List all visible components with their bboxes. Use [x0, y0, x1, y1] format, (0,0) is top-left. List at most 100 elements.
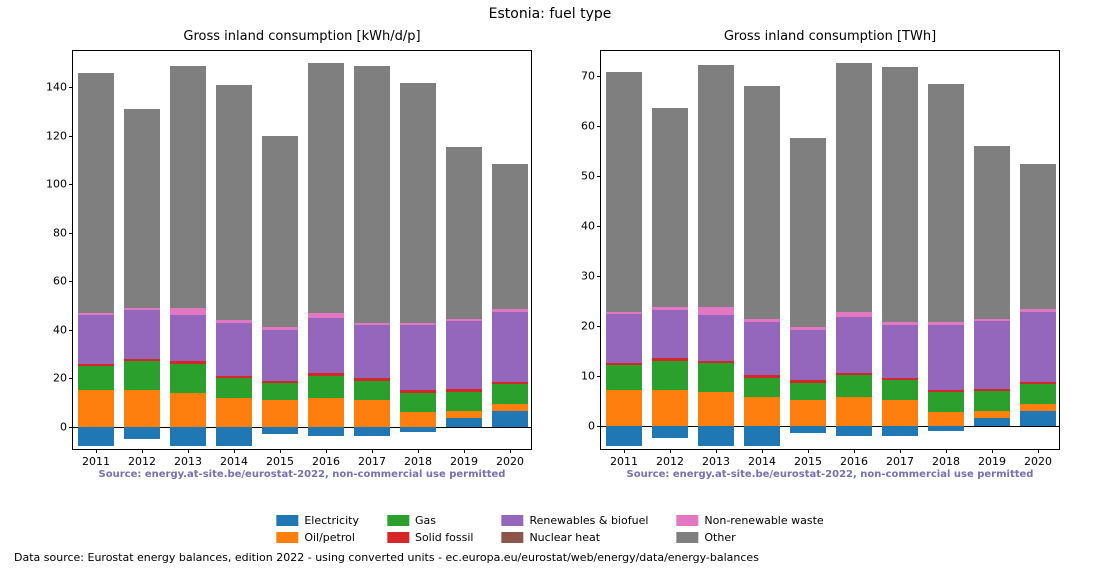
- bar-seg-other: [124, 109, 161, 308]
- bar-seg-renewables_biofuel: [446, 321, 483, 389]
- bar-seg-non_renewable_waste: [446, 319, 483, 321]
- ytick-mark: [69, 233, 73, 234]
- bar-seg-other: [308, 63, 345, 313]
- bar-seg-solid_fossil: [790, 380, 827, 383]
- bar-seg-renewables_biofuel: [216, 323, 253, 376]
- bar-seg-solid_fossil: [216, 376, 253, 378]
- bar-seg-electricity: [262, 427, 299, 434]
- xtick-label: 2012: [656, 455, 684, 468]
- xtick-label: 2016: [840, 455, 868, 468]
- bar-seg-oil_petrol: [790, 400, 827, 427]
- xtick-mark: [900, 449, 901, 453]
- bar-seg-solid_fossil: [262, 381, 299, 383]
- bar-seg-oil_petrol: [882, 400, 919, 427]
- ytick-mark: [597, 226, 601, 227]
- bar-seg-gas: [928, 392, 965, 412]
- legend-label: Other: [704, 531, 735, 544]
- bar-seg-solid_fossil: [882, 378, 919, 381]
- bar-seg-electricity: [882, 426, 919, 436]
- data-source-line: Data source: Eurostat energy balances, e…: [14, 551, 759, 564]
- ytick-mark: [69, 281, 73, 282]
- bar-seg-non_renewable_waste: [492, 309, 529, 311]
- xtick-mark: [142, 449, 143, 453]
- bar-seg-solid_fossil: [400, 390, 437, 392]
- ytick-label: 10: [581, 370, 595, 383]
- legend-swatch: [501, 515, 523, 526]
- bar-seg-solid_fossil: [78, 364, 115, 366]
- bar-seg-solid_fossil: [698, 361, 735, 364]
- xtick-mark: [96, 449, 97, 453]
- bar-seg-gas: [1020, 384, 1057, 404]
- bar-seg-electricity: [836, 426, 873, 436]
- ytick-label: 20: [581, 320, 595, 333]
- ytick-label: 120: [46, 129, 67, 142]
- figure: Estonia: fuel type Gross inland consumpt…: [0, 0, 1100, 572]
- legend-item-nuclear_heat: Nuclear heat: [501, 531, 648, 544]
- bar-seg-other: [170, 66, 207, 308]
- bar-seg-electricity: [216, 427, 253, 446]
- ytick-label: 20: [53, 372, 67, 385]
- plot-area-left: [73, 51, 531, 449]
- bar-seg-gas: [698, 363, 735, 392]
- credit-right: Source: energy.at-site.be/eurostat-2022,…: [601, 469, 1059, 480]
- bar-seg-renewables_biofuel: [974, 321, 1011, 389]
- bar-seg-solid_fossil: [492, 382, 529, 384]
- bar-seg-renewables_biofuel: [308, 318, 345, 374]
- bar-seg-renewables_biofuel: [606, 314, 643, 363]
- bar-seg-other: [354, 66, 391, 323]
- bar-seg-non_renewable_waste: [836, 312, 873, 317]
- bar-seg-solid_fossil: [446, 389, 483, 391]
- legend-label: Electricity: [304, 514, 359, 527]
- bar-seg-renewables_biofuel: [928, 325, 965, 390]
- bar-seg-oil_petrol: [652, 390, 689, 427]
- bar-seg-non_renewable_waste: [1020, 309, 1057, 312]
- ytick-label: 100: [46, 178, 67, 191]
- legend-item-other: Other: [676, 531, 823, 544]
- xtick-label: 2011: [82, 455, 110, 468]
- bar-seg-non_renewable_waste: [974, 319, 1011, 322]
- xtick-label: 2015: [266, 455, 294, 468]
- ytick-label: 80: [53, 226, 67, 239]
- axes-right: Gross inland consumption [TWh] Source: e…: [600, 50, 1060, 450]
- bar-seg-other: [698, 65, 735, 308]
- ytick-mark: [597, 276, 601, 277]
- bar-seg-electricity: [698, 426, 735, 446]
- bar-seg-gas: [492, 384, 529, 403]
- ytick-label: 60: [53, 275, 67, 288]
- xtick-label: 2018: [404, 455, 432, 468]
- bar-seg-other: [652, 108, 689, 307]
- ytick-mark: [597, 426, 601, 427]
- bar-seg-non_renewable_waste: [790, 327, 827, 330]
- bar-seg-non_renewable_waste: [216, 320, 253, 322]
- bar-seg-renewables_biofuel: [78, 315, 115, 363]
- bar-seg-solid_fossil: [744, 375, 781, 378]
- bar-seg-oil_petrol: [836, 397, 873, 426]
- bar-seg-oil_petrol: [698, 392, 735, 426]
- bar-seg-oil_petrol: [928, 412, 965, 427]
- ytick-mark: [69, 184, 73, 185]
- legend-swatch: [387, 515, 409, 526]
- bar-seg-gas: [882, 380, 919, 400]
- legend-label: Non-renewable waste: [704, 514, 823, 527]
- axes-left-title: Gross inland consumption [kWh/d/p]: [73, 29, 531, 44]
- xtick-mark: [188, 449, 189, 453]
- bar-seg-gas: [78, 366, 115, 390]
- bar-seg-oil_petrol: [124, 390, 161, 426]
- xtick-label: 2015: [794, 455, 822, 468]
- bar-seg-electricity: [170, 427, 207, 446]
- legend-swatch: [676, 515, 698, 526]
- bar-seg-oil_petrol: [492, 404, 529, 411]
- bar-seg-gas: [170, 364, 207, 393]
- xtick-mark: [372, 449, 373, 453]
- ytick-mark: [69, 427, 73, 428]
- bar-seg-other: [744, 86, 781, 319]
- legend-label: Renewables & biofuel: [529, 514, 648, 527]
- bar-seg-gas: [446, 392, 483, 411]
- xtick-mark: [326, 449, 327, 453]
- ytick-mark: [69, 378, 73, 379]
- legend-swatch: [676, 532, 698, 543]
- bar-seg-gas: [790, 383, 827, 400]
- bar-seg-gas: [354, 381, 391, 400]
- bar-seg-solid_fossil: [606, 363, 643, 366]
- bar-seg-oil_petrol: [744, 397, 781, 426]
